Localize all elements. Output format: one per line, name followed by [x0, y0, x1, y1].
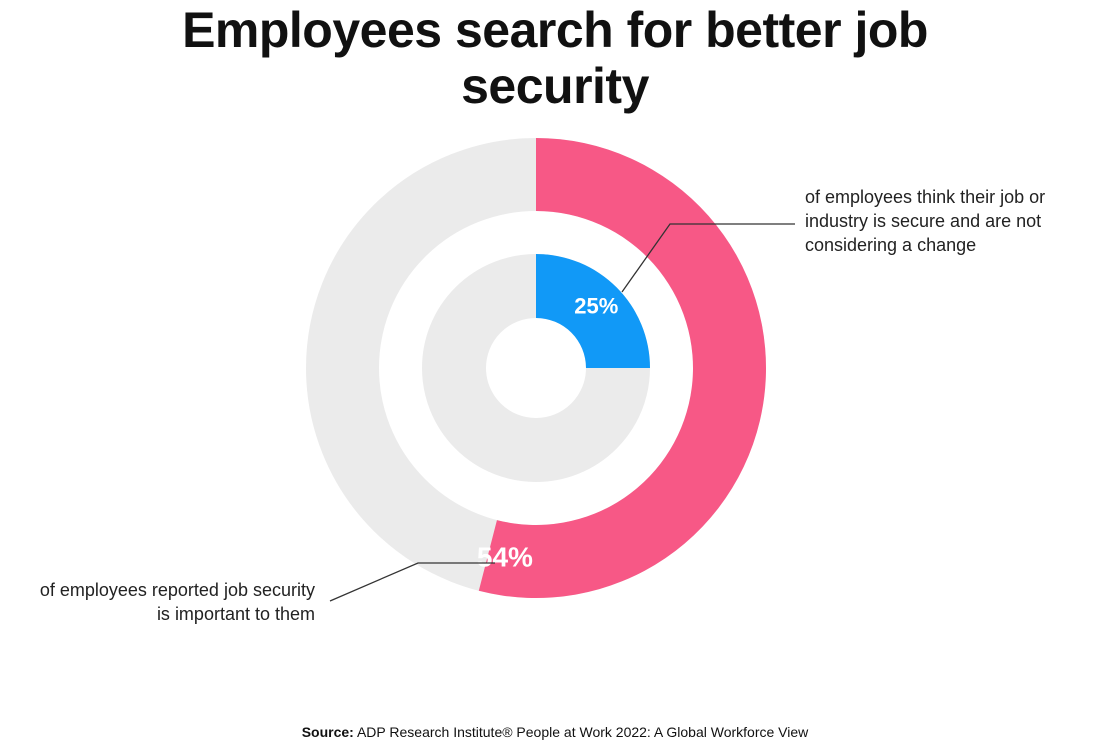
value-label: 54%	[477, 541, 533, 572]
value-label: 25%	[574, 294, 618, 319]
source-text: ADP Research Institute® People at Work 2…	[356, 724, 809, 740]
source-label: Source:	[301, 724, 354, 740]
annotation: of employees think their job or industry…	[805, 187, 1046, 255]
annotation: of employees reported job security is im…	[39, 580, 315, 624]
leader-line	[329, 562, 495, 602]
leader-line	[621, 223, 795, 293]
chart-title: Employees search for better job security	[182, 2, 928, 114]
ring-segment	[536, 254, 650, 368]
source: Source: ADP Research Institute® People a…	[0, 724, 1110, 740]
ring-segment	[478, 138, 767, 598]
